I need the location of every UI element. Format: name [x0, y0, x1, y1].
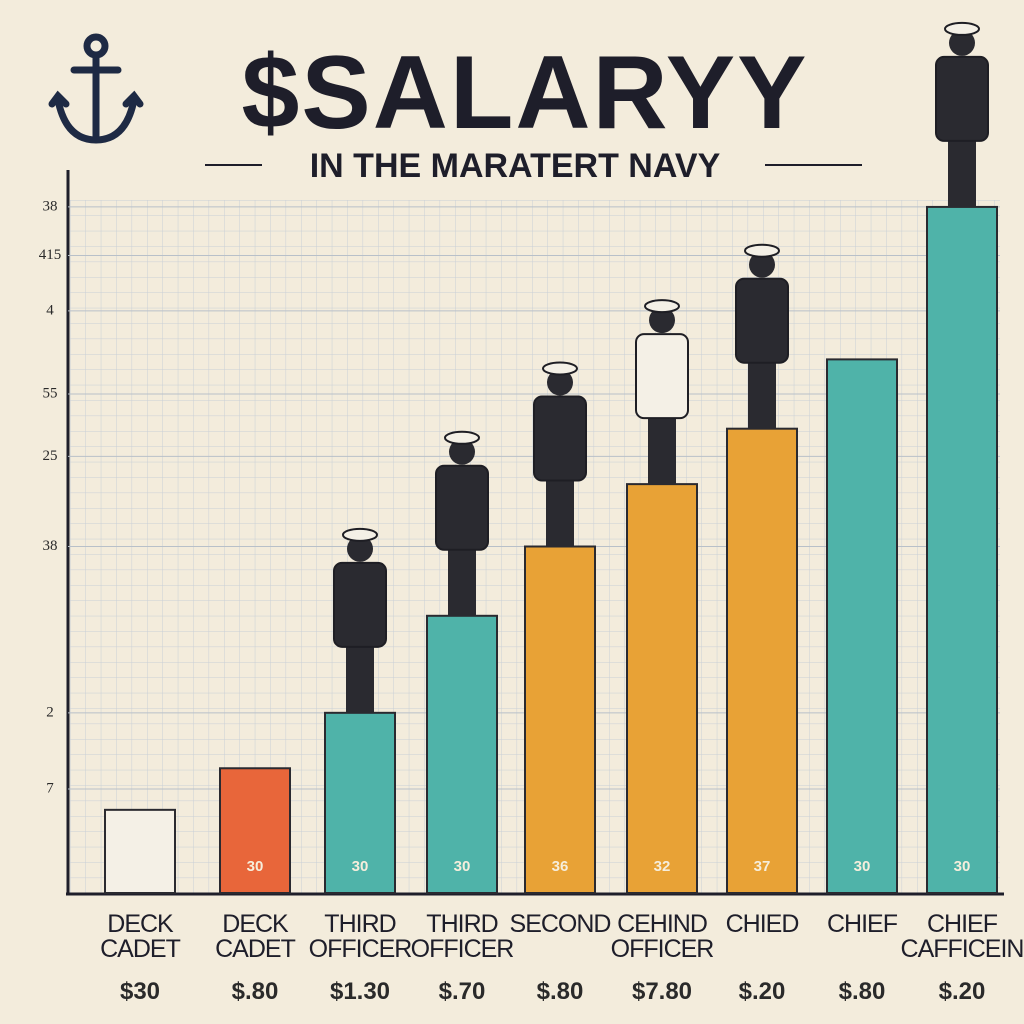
x-tick-label: THIRD OFFICER: [308, 910, 413, 963]
salary-label: $.80: [838, 978, 886, 1005]
sailor-head: [547, 369, 573, 396]
x-tick-label: THIRD OFFICER: [410, 910, 515, 963]
sailor-cap: [744, 243, 780, 258]
salary-label: $7.80: [631, 978, 693, 1005]
sailor-cap: [444, 430, 480, 445]
sailor-legs: [448, 545, 476, 616]
bar-label: 30: [352, 858, 369, 875]
bar: [219, 767, 291, 895]
salary-label: $1.30: [329, 978, 391, 1005]
sailor-figure: [635, 299, 689, 485]
y-tick-label: 55: [43, 385, 58, 401]
x-tick-label: CHIED: [725, 910, 800, 938]
sailor-legs: [648, 414, 676, 485]
salary-label: $30: [119, 978, 161, 1005]
sailor-coat: [735, 277, 789, 364]
chart-subtitle: IN THE MARATERT NAVY: [310, 147, 721, 185]
sailor-head: [347, 535, 373, 562]
sailor-coat: [533, 395, 587, 482]
sailor-legs: [948, 136, 976, 207]
sailor-figure: [333, 527, 387, 713]
salary-label: $.20: [938, 978, 986, 1005]
sailor-legs: [546, 476, 574, 547]
sailor-coat: [635, 333, 689, 420]
x-tick-label: DECK CADET: [215, 910, 296, 963]
bar: [826, 358, 898, 894]
bar-label: 30: [247, 858, 264, 875]
x-tick-label: DECK CADET: [100, 910, 181, 963]
bar-label: 36: [552, 858, 569, 875]
salary-label: $.20: [738, 978, 786, 1005]
anchor-icon: [48, 33, 144, 144]
salary-label: $.70: [438, 978, 486, 1005]
y-tick-label: 38: [43, 198, 58, 214]
sailor-figure: [435, 430, 489, 616]
x-tick-label: SECOND: [509, 910, 612, 938]
y-tick-label: 38: [43, 538, 58, 554]
salary-label: $.80: [536, 978, 584, 1005]
y-tick-label: 7: [46, 780, 54, 796]
sailor-coat: [935, 55, 989, 142]
bar: [524, 545, 596, 894]
sailor-cap: [342, 527, 378, 542]
x-tick-label: CEHIND OFFICER: [610, 910, 715, 963]
bar: [626, 483, 698, 894]
sailor-figure: [735, 243, 789, 429]
sailor-figure: [935, 21, 989, 207]
sailor-figure: [533, 361, 587, 547]
sailor-head: [749, 251, 775, 278]
x-tick-label: CHIEF CAFFICEIN: [900, 910, 1024, 963]
x-tick-label: CHIEF: [827, 910, 898, 938]
bar-label: 37: [754, 858, 771, 875]
bar: [324, 711, 396, 894]
sailor-head: [649, 307, 675, 334]
sailor-cap: [944, 21, 980, 36]
sailor-cap: [542, 361, 578, 376]
bar: [926, 205, 998, 894]
bar: [426, 614, 498, 894]
salary-label: $.80: [231, 978, 279, 1005]
bar: [104, 808, 176, 895]
bar-label: 30: [854, 858, 871, 875]
bar-label: 30: [954, 858, 971, 875]
y-tick-label: 4: [46, 302, 54, 318]
sailor-head: [449, 438, 475, 465]
bar-label: 30: [454, 858, 471, 875]
sailor-coat: [333, 561, 387, 648]
sailor-legs: [748, 358, 776, 429]
sailor-head: [949, 29, 975, 56]
y-tick-label: 2: [46, 704, 54, 720]
bar-label: 32: [654, 858, 671, 875]
sailor-cap: [644, 299, 680, 314]
chart-title: $SALARYY: [242, 35, 809, 151]
sailor-coat: [435, 464, 489, 551]
y-tick-label: 415: [39, 247, 62, 263]
y-tick-label: 25: [43, 448, 58, 464]
bar: [726, 427, 798, 894]
sailor-legs: [346, 642, 374, 713]
